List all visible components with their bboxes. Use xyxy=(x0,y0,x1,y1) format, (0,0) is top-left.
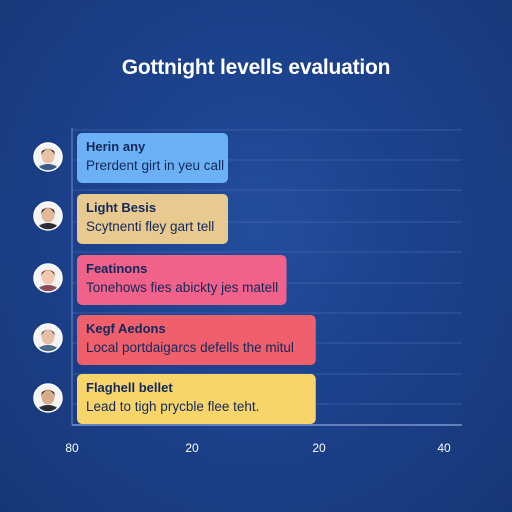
bar-label: Kegf Aedons xyxy=(86,321,166,336)
bar-label: Light Besis xyxy=(86,200,156,215)
bar-label: Featinons xyxy=(86,261,147,276)
bar xyxy=(77,133,228,183)
bar-label: Flaghell bellet xyxy=(86,380,173,395)
bar-description: Lead to tigh prycble flee teht. xyxy=(86,399,259,414)
bar xyxy=(77,315,316,365)
bar-group: Light Besis Scytnenti fley gart tell xyxy=(77,194,228,244)
bar xyxy=(77,194,228,244)
bar xyxy=(77,255,287,305)
bar-group: Kegf Aedons Local portdaigarcs defells th… xyxy=(77,315,316,365)
bar-description: Scytnenti fley gart tell xyxy=(86,219,214,234)
avatar-icon xyxy=(33,323,63,353)
x-tick-label: 20 xyxy=(312,441,326,455)
bar-description: Tonehows fies abickty jes matell xyxy=(86,280,278,295)
avatar-icon xyxy=(33,201,63,231)
bar xyxy=(77,374,316,424)
bar-group: Herin any Prerdent girt in yeu call xyxy=(77,133,228,183)
bar-group: Featinons Tonehows fies abickty jes matel… xyxy=(77,255,287,305)
x-tick-label: 20 xyxy=(185,441,199,455)
bar-description: Local portdaigarcs defells the mitul xyxy=(86,340,294,355)
avatar-icon xyxy=(33,142,63,172)
x-tick-label: 80 xyxy=(65,441,79,455)
bar-label: Herin any xyxy=(86,139,146,154)
avatar-icon xyxy=(33,383,63,413)
bar-group: Flaghell bellet Lead to tigh prycble flee… xyxy=(77,374,316,424)
chart-title: Gottnight levells evaluation xyxy=(121,56,391,79)
x-tick-label: 40 xyxy=(437,441,451,455)
bar-description: Prerdent girt in yeu call xyxy=(86,158,224,173)
avatar-icon xyxy=(33,263,63,293)
